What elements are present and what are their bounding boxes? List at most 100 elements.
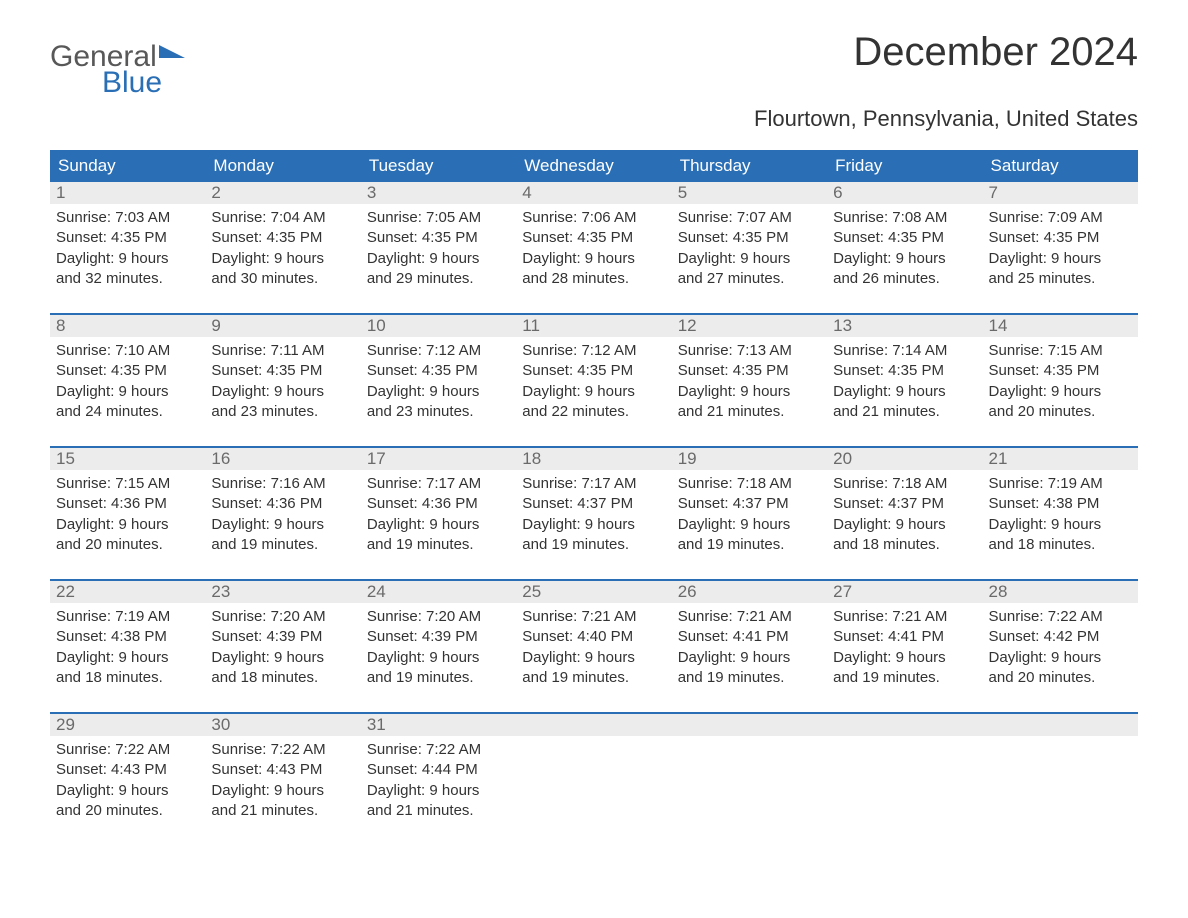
- day-sunset: Sunset: 4:41 PM: [833, 627, 976, 647]
- day-number: 6: [827, 182, 982, 204]
- day-sunrise: Sunrise: 7:17 AM: [522, 474, 665, 494]
- day-sunrise: Sunrise: 7:20 AM: [211, 607, 354, 627]
- day-dl2: and 19 minutes.: [678, 535, 821, 555]
- day-sunset: Sunset: 4:39 PM: [211, 627, 354, 647]
- day-sunset: Sunset: 4:35 PM: [211, 361, 354, 381]
- day-dl1: Daylight: 9 hours: [678, 382, 821, 402]
- day-dl2: and 20 minutes.: [989, 668, 1132, 688]
- day-body: Sunrise: 7:10 AMSunset: 4:35 PMDaylight:…: [50, 337, 205, 428]
- day-body: Sunrise: 7:11 AMSunset: 4:35 PMDaylight:…: [205, 337, 360, 428]
- dayheader: Friday: [827, 150, 982, 182]
- day-sunrise: Sunrise: 7:05 AM: [367, 208, 510, 228]
- day-sunset: Sunset: 4:37 PM: [833, 494, 976, 514]
- dayheader-row: SundayMondayTuesdayWednesdayThursdayFrid…: [50, 150, 1138, 182]
- calendar-day: 4Sunrise: 7:06 AMSunset: 4:35 PMDaylight…: [516, 182, 671, 295]
- day-sunrise: Sunrise: 7:21 AM: [678, 607, 821, 627]
- day-dl1: Daylight: 9 hours: [833, 249, 976, 269]
- calendar-week: 29Sunrise: 7:22 AMSunset: 4:43 PMDayligh…: [50, 712, 1138, 827]
- day-number: [516, 714, 671, 736]
- day-sunrise: Sunrise: 7:06 AM: [522, 208, 665, 228]
- day-dl2: and 20 minutes.: [989, 402, 1132, 422]
- day-dl1: Daylight: 9 hours: [367, 781, 510, 801]
- day-body: Sunrise: 7:16 AMSunset: 4:36 PMDaylight:…: [205, 470, 360, 561]
- day-sunset: Sunset: 4:35 PM: [56, 228, 199, 248]
- calendar-day: 25Sunrise: 7:21 AMSunset: 4:40 PMDayligh…: [516, 581, 671, 694]
- calendar-day: 7Sunrise: 7:09 AMSunset: 4:35 PMDaylight…: [983, 182, 1138, 295]
- day-sunset: Sunset: 4:35 PM: [678, 228, 821, 248]
- day-sunset: Sunset: 4:35 PM: [56, 361, 199, 381]
- day-dl1: Daylight: 9 hours: [56, 515, 199, 535]
- dayheader: Tuesday: [361, 150, 516, 182]
- day-body: Sunrise: 7:15 AMSunset: 4:35 PMDaylight:…: [983, 337, 1138, 428]
- day-number: [672, 714, 827, 736]
- day-body: Sunrise: 7:18 AMSunset: 4:37 PMDaylight:…: [672, 470, 827, 561]
- logo-flag-icon: [159, 45, 185, 58]
- day-sunset: Sunset: 4:36 PM: [56, 494, 199, 514]
- day-number: 10: [361, 315, 516, 337]
- day-dl2: and 27 minutes.: [678, 269, 821, 289]
- day-number: 19: [672, 448, 827, 470]
- calendar-week: 1Sunrise: 7:03 AMSunset: 4:35 PMDaylight…: [50, 182, 1138, 295]
- day-sunrise: Sunrise: 7:07 AM: [678, 208, 821, 228]
- day-dl2: and 21 minutes.: [678, 402, 821, 422]
- logo: General Blue: [50, 30, 185, 100]
- day-body: Sunrise: 7:19 AMSunset: 4:38 PMDaylight:…: [983, 470, 1138, 561]
- calendar-day: 3Sunrise: 7:05 AMSunset: 4:35 PMDaylight…: [361, 182, 516, 295]
- day-dl2: and 26 minutes.: [833, 269, 976, 289]
- day-sunset: Sunset: 4:40 PM: [522, 627, 665, 647]
- day-number: 24: [361, 581, 516, 603]
- day-sunset: Sunset: 4:36 PM: [211, 494, 354, 514]
- day-body: Sunrise: 7:06 AMSunset: 4:35 PMDaylight:…: [516, 204, 671, 295]
- calendar-day: 18Sunrise: 7:17 AMSunset: 4:37 PMDayligh…: [516, 448, 671, 561]
- day-sunset: Sunset: 4:35 PM: [211, 228, 354, 248]
- day-body: Sunrise: 7:12 AMSunset: 4:35 PMDaylight:…: [516, 337, 671, 428]
- day-number: 12: [672, 315, 827, 337]
- calendar-day: 27Sunrise: 7:21 AMSunset: 4:41 PMDayligh…: [827, 581, 982, 694]
- day-sunset: Sunset: 4:35 PM: [678, 361, 821, 381]
- day-dl1: Daylight: 9 hours: [833, 382, 976, 402]
- day-body: Sunrise: 7:03 AMSunset: 4:35 PMDaylight:…: [50, 204, 205, 295]
- day-dl2: and 21 minutes.: [367, 801, 510, 821]
- day-dl2: and 23 minutes.: [211, 402, 354, 422]
- day-sunrise: Sunrise: 7:22 AM: [56, 740, 199, 760]
- day-dl1: Daylight: 9 hours: [989, 382, 1132, 402]
- day-dl1: Daylight: 9 hours: [678, 249, 821, 269]
- day-sunset: Sunset: 4:44 PM: [367, 760, 510, 780]
- calendar-day: 15Sunrise: 7:15 AMSunset: 4:36 PMDayligh…: [50, 448, 205, 561]
- day-body: Sunrise: 7:14 AMSunset: 4:35 PMDaylight:…: [827, 337, 982, 428]
- calendar-day: 10Sunrise: 7:12 AMSunset: 4:35 PMDayligh…: [361, 315, 516, 428]
- day-body: Sunrise: 7:22 AMSunset: 4:43 PMDaylight:…: [205, 736, 360, 827]
- day-sunrise: Sunrise: 7:19 AM: [56, 607, 199, 627]
- day-sunrise: Sunrise: 7:20 AM: [367, 607, 510, 627]
- calendar-day: 6Sunrise: 7:08 AMSunset: 4:35 PMDaylight…: [827, 182, 982, 295]
- day-sunset: Sunset: 4:42 PM: [989, 627, 1132, 647]
- day-sunset: Sunset: 4:35 PM: [522, 361, 665, 381]
- day-sunset: Sunset: 4:35 PM: [522, 228, 665, 248]
- day-sunrise: Sunrise: 7:21 AM: [522, 607, 665, 627]
- day-body: Sunrise: 7:09 AMSunset: 4:35 PMDaylight:…: [983, 204, 1138, 295]
- calendar-day: [983, 714, 1138, 827]
- dayheader: Sunday: [50, 150, 205, 182]
- day-body: Sunrise: 7:08 AMSunset: 4:35 PMDaylight:…: [827, 204, 982, 295]
- day-body: Sunrise: 7:04 AMSunset: 4:35 PMDaylight:…: [205, 204, 360, 295]
- day-dl2: and 19 minutes.: [522, 668, 665, 688]
- day-sunrise: Sunrise: 7:18 AM: [678, 474, 821, 494]
- calendar-day: 31Sunrise: 7:22 AMSunset: 4:44 PMDayligh…: [361, 714, 516, 827]
- day-dl1: Daylight: 9 hours: [211, 249, 354, 269]
- day-dl1: Daylight: 9 hours: [989, 648, 1132, 668]
- day-dl2: and 20 minutes.: [56, 535, 199, 555]
- day-dl1: Daylight: 9 hours: [833, 515, 976, 535]
- day-number: 5: [672, 182, 827, 204]
- day-dl2: and 23 minutes.: [367, 402, 510, 422]
- day-body: Sunrise: 7:18 AMSunset: 4:37 PMDaylight:…: [827, 470, 982, 561]
- day-sunset: Sunset: 4:37 PM: [678, 494, 821, 514]
- calendar-day: 28Sunrise: 7:22 AMSunset: 4:42 PMDayligh…: [983, 581, 1138, 694]
- day-number: 20: [827, 448, 982, 470]
- header-row: General Blue December 2024: [50, 30, 1138, 100]
- day-number: 22: [50, 581, 205, 603]
- day-dl2: and 19 minutes.: [833, 668, 976, 688]
- day-sunrise: Sunrise: 7:11 AM: [211, 341, 354, 361]
- day-number: 23: [205, 581, 360, 603]
- day-body: Sunrise: 7:20 AMSunset: 4:39 PMDaylight:…: [361, 603, 516, 694]
- day-body: Sunrise: 7:05 AMSunset: 4:35 PMDaylight:…: [361, 204, 516, 295]
